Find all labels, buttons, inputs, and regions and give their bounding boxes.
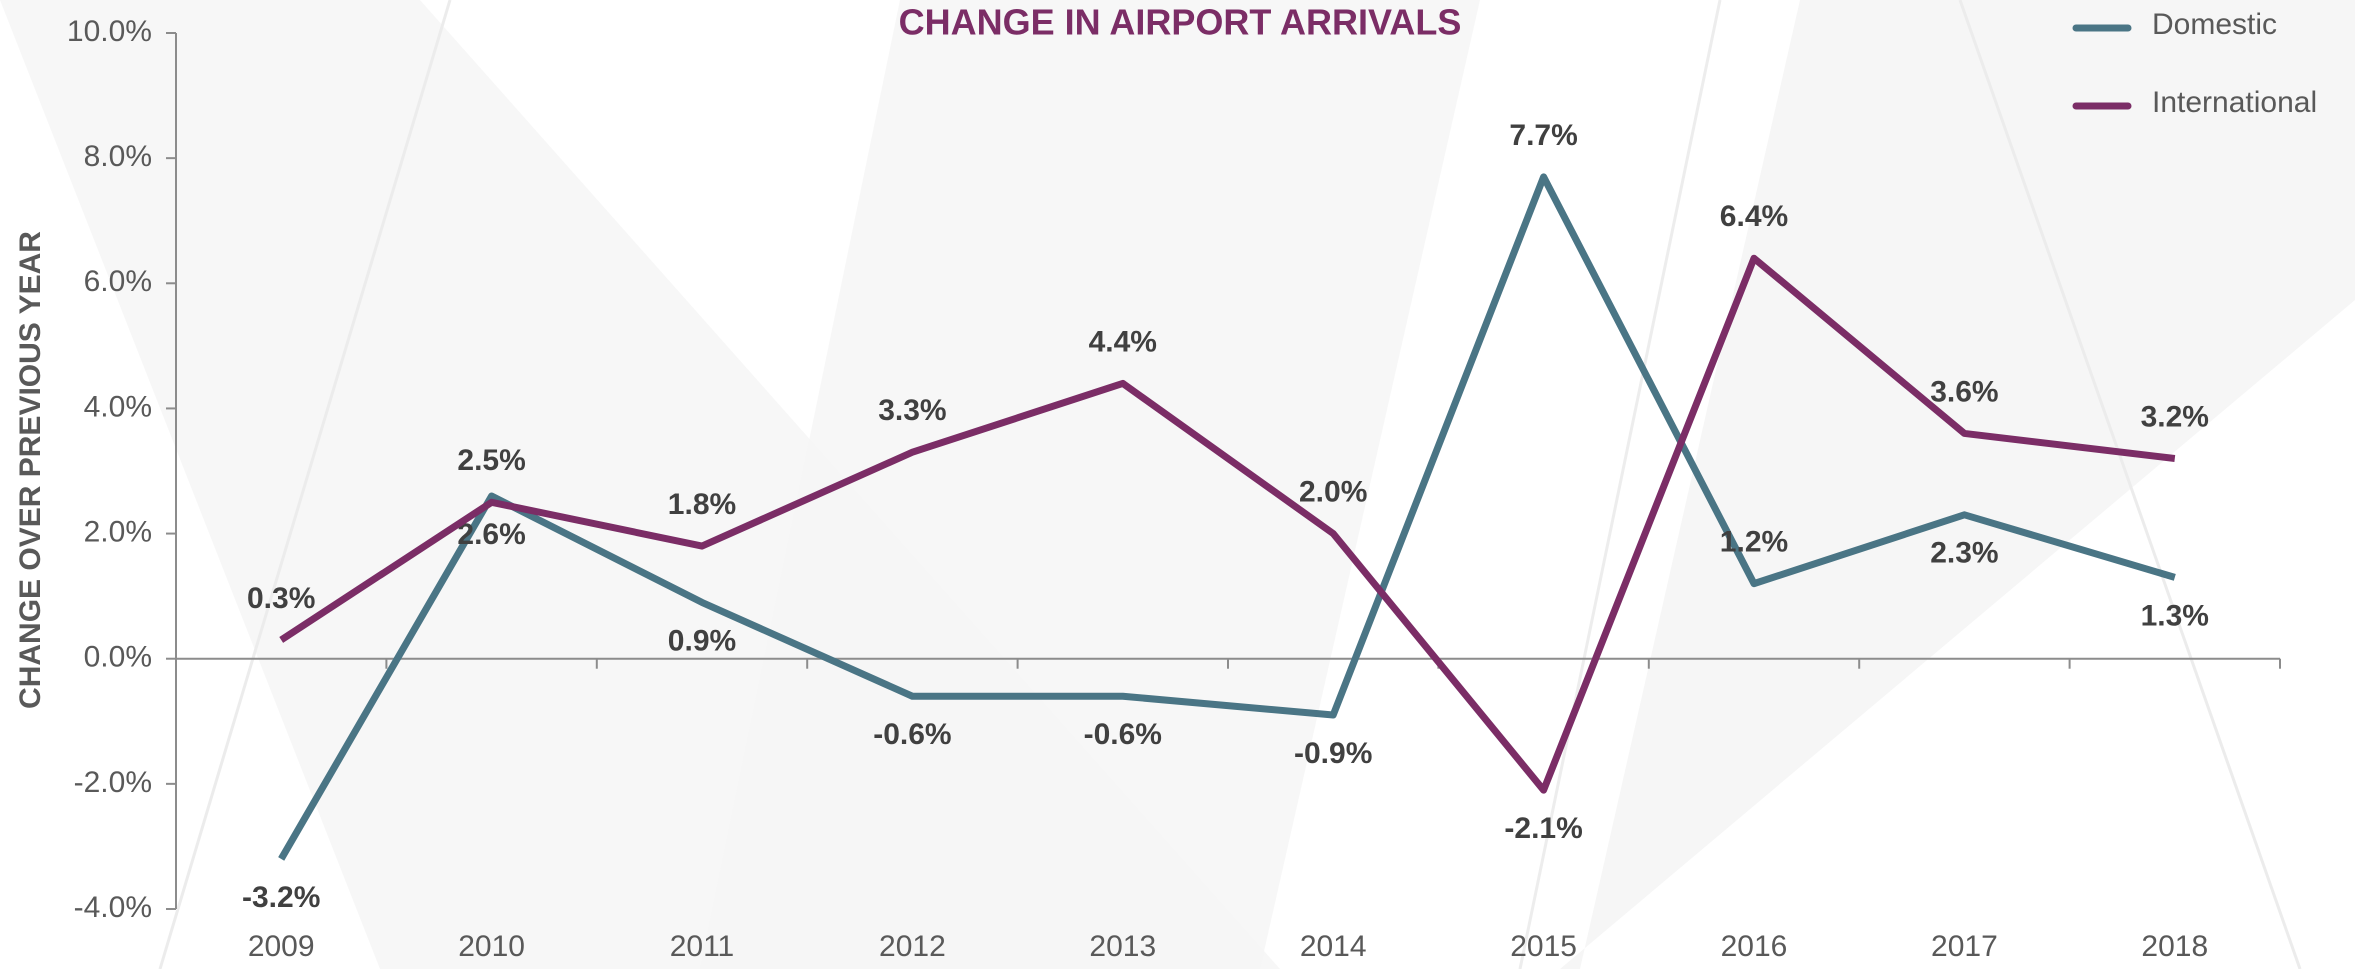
y-axis-label: CHANGE OVER PREVIOUS YEAR <box>14 231 47 709</box>
y-tick-label: 10.0% <box>67 15 152 48</box>
y-tick-label: 4.0% <box>84 390 152 423</box>
data-label: -0.6% <box>1084 718 1162 751</box>
data-label: 2.6% <box>457 518 525 551</box>
y-tick-label: -2.0% <box>74 766 152 799</box>
x-tick-label: 2014 <box>1300 930 1367 963</box>
x-tick-label: 2010 <box>458 930 525 963</box>
legend-label: International <box>2152 86 2317 119</box>
y-tick-label: -4.0% <box>74 891 152 924</box>
x-tick-label: 2016 <box>1721 930 1788 963</box>
data-label: 4.4% <box>1089 325 1157 358</box>
line-international <box>279 254 2176 794</box>
data-label: 3.2% <box>2141 400 2209 433</box>
data-label: 2.5% <box>457 444 525 477</box>
data-label: 1.3% <box>2141 599 2209 632</box>
data-label: 1.8% <box>668 488 736 521</box>
x-tick-label: 2018 <box>2141 930 2208 963</box>
legend-label: Domestic <box>2152 8 2277 41</box>
data-label: 2.0% <box>1299 475 1367 508</box>
chart-title: CHANGE IN AIRPORT ARRIVALS <box>899 2 1462 43</box>
y-tick-label: 8.0% <box>84 140 152 173</box>
y-tick-label: 2.0% <box>84 515 152 548</box>
data-label: 3.3% <box>878 394 946 427</box>
x-tick-label: 2009 <box>248 930 315 963</box>
data-label: 0.9% <box>668 624 736 657</box>
x-tick-label: 2013 <box>1089 930 1156 963</box>
y-tick-label: 0.0% <box>84 641 152 674</box>
data-label: 7.7% <box>1509 119 1577 152</box>
line-domestic <box>278 173 2176 861</box>
x-tick-label: 2015 <box>1510 930 1577 963</box>
data-label: 0.3% <box>247 582 315 615</box>
x-tick-label: 2017 <box>1931 930 1998 963</box>
x-tick-label: 2011 <box>670 930 735 963</box>
data-label: 2.3% <box>1930 537 1998 570</box>
data-label: -3.2% <box>242 881 320 914</box>
data-label: 3.6% <box>1930 375 1998 408</box>
data-label: -2.1% <box>1504 812 1582 845</box>
y-tick-label: 6.0% <box>84 265 152 298</box>
data-label: -0.6% <box>873 718 951 751</box>
data-label: 1.2% <box>1720 526 1788 559</box>
data-label: 6.4% <box>1720 200 1788 233</box>
x-tick-label: 2012 <box>879 930 946 963</box>
data-label: -0.9% <box>1294 737 1372 770</box>
